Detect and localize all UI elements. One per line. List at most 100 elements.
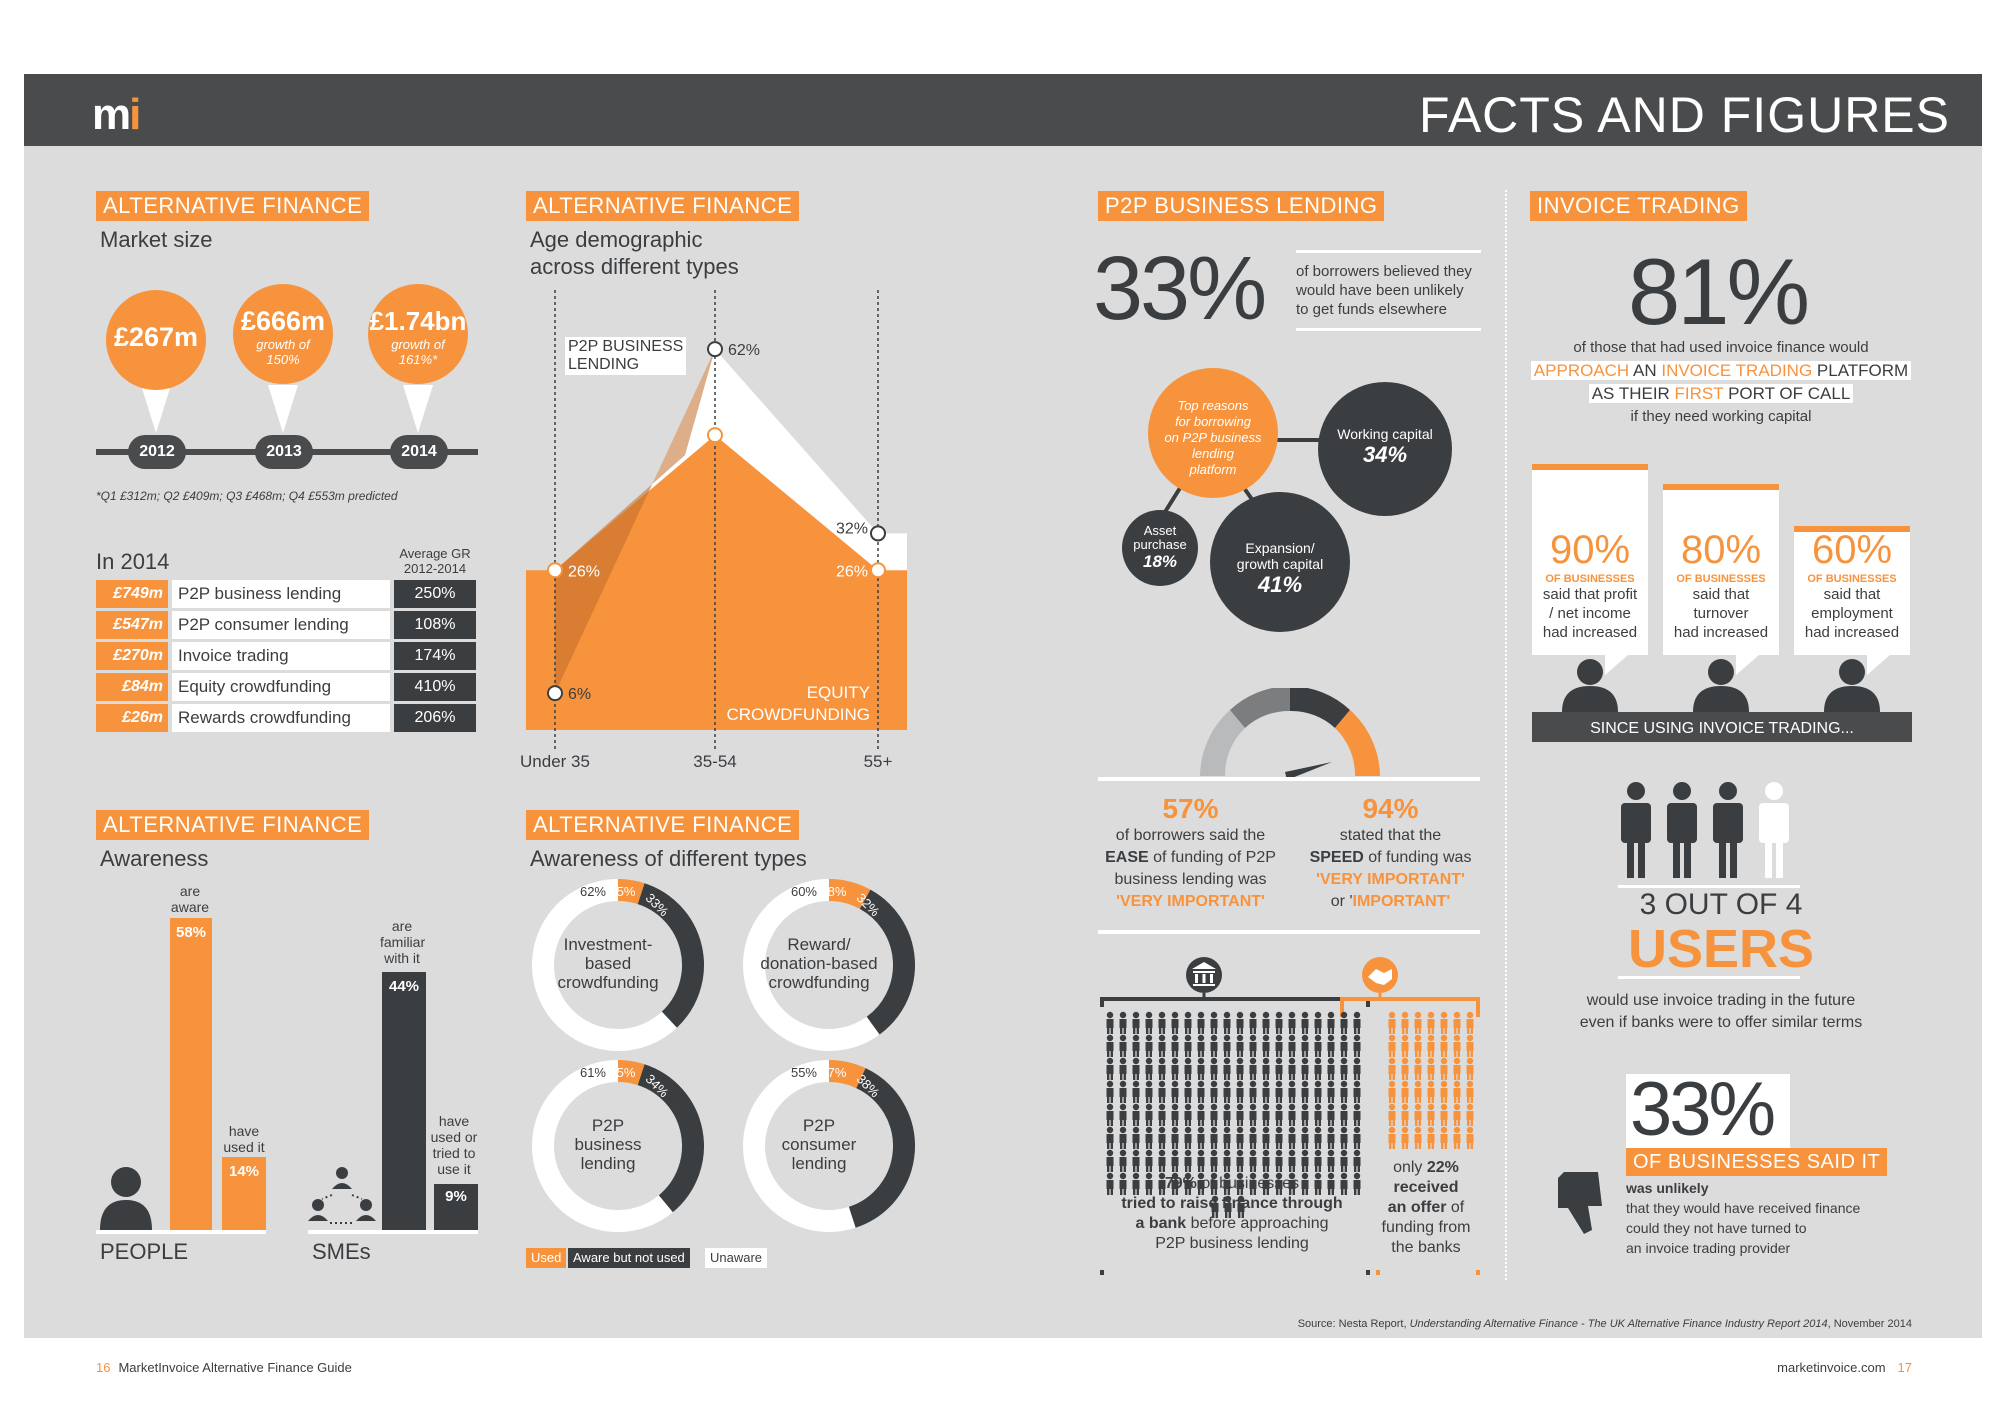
stat-79: 79% of businesses tried to raise finance… [1121, 1175, 1343, 1252]
overlap-area [555, 349, 715, 694]
donut-label: Reward/donation-based crowdfunding [760, 935, 878, 992]
donut-unaware-slice [532, 1060, 673, 1232]
user-icon [1719, 782, 1737, 800]
donut-label: P2P business lending [574, 1116, 642, 1173]
stat-94: 94% stated that the SPEED of funding was… [1309, 793, 1472, 910]
bar-label-familiar: are familiar with it [380, 918, 426, 966]
year-2013: 2013 [255, 435, 313, 469]
donut-aware-slice [848, 1068, 915, 1228]
reasons-bubble: Top reasons for borrowing on P2P business l… [1148, 368, 1278, 498]
bar-people-used [222, 1157, 266, 1230]
p2p-big-stat: 33% [1093, 239, 1267, 339]
age-area-chart: Under 35 35-54 55+ 6% 62% 32% 26% 48% 26% [520, 290, 907, 770]
market-bubble-2014: £1.74bn growth of 161%* [368, 284, 468, 384]
x-tick-label: Under 35 [520, 752, 590, 770]
table-row: £749m P2P business lending 250% [96, 580, 476, 608]
user-icon [1673, 782, 1691, 800]
donut-unaware-label: 60% [791, 884, 817, 899]
market-footnote: *Q1 £312m; Q2 £409m; Q3 £468m; Q4 £553m … [96, 489, 398, 503]
section-tag-market: ALTERNATIVE FINANCE [96, 191, 370, 221]
awareness-donut-charts: 62% 5% 33% 60% 8% 32%61% 5% 34% 55% 7% 38% [532, 879, 915, 1232]
donut-aware-slice [637, 1064, 704, 1213]
types-subtitle: Awareness of different types [530, 846, 807, 871]
stat-57: 57% of borrowers said the EASE of fundin… [1105, 793, 1276, 910]
invoice-big-stat: 81% [1628, 239, 1810, 344]
users-icon [1621, 782, 1789, 878]
invoice-speech-graphic [1532, 464, 1912, 742]
p2p-point [707, 341, 723, 358]
donut-label: P2P consumer lending [781, 1116, 857, 1173]
donut-used-label: 8% [828, 884, 847, 899]
donut-used-slice [828, 1060, 866, 1089]
since-banner: SINCE USING INVOICE TRADING... [1590, 720, 1854, 737]
section-tag-p2p: P2P BUSINESS LENDING [1098, 191, 1385, 221]
invoice-33-stat: 33% [1630, 1067, 1776, 1152]
market-subtitle: Market size [100, 227, 213, 252]
donut-used-label: 5% [617, 1065, 636, 1080]
donut-aware-slice [859, 889, 915, 1035]
table-row: £547m P2P consumer lending 108% [96, 611, 476, 639]
table-row: £84m Equity crowdfunding 410% [96, 673, 476, 701]
p2p-big-text: of borrowers believed they would have bee… [1296, 263, 1472, 318]
awareness-subtitle: Awareness [100, 846, 209, 871]
donut-used-slice [617, 879, 645, 905]
user-icon [1765, 782, 1783, 800]
user-icon [1627, 782, 1645, 800]
in2014-title: In 2014 [96, 549, 170, 574]
stat-22: only 22% received an offer of funding fr… [1381, 1159, 1471, 1256]
donut-unaware-slice [532, 879, 677, 1051]
working-capital-bubble: Working capital 34% [1318, 382, 1452, 516]
bar-smes-familiar [382, 972, 426, 1230]
page-title: FACTS AND FIGURES [1419, 87, 1950, 143]
age-subtitle-1: Age demographic [530, 227, 703, 252]
equity-point [707, 427, 723, 444]
bar-smes-tried [434, 1184, 478, 1230]
equity-point [547, 562, 563, 579]
x-tick-label: 35-54 [693, 752, 736, 770]
legend-used: Used [526, 1248, 567, 1268]
p2p-series-label: P2P BUSINESS LENDING [565, 337, 687, 375]
bar-value: 9% [445, 1188, 467, 1205]
equity-data-label: 26% [568, 563, 600, 580]
network-people-icon [308, 1167, 376, 1224]
section-tag-awareness: ALTERNATIVE FINANCE [96, 810, 370, 840]
donut-label: Investment-based crowdfunding [557, 935, 659, 992]
donut-unaware-slice [743, 879, 880, 1051]
p2p-data-label: 62% [728, 342, 760, 359]
market-bubble-2012: £267m [106, 290, 206, 390]
bar-label-used: have used it [223, 1123, 265, 1155]
p2p-data-label: 32% [836, 520, 868, 537]
equity-data-label: 48% [728, 428, 760, 445]
stat-80: 80% OF BUSINESSES said that turnover had inc… [1673, 528, 1769, 641]
equity-area [526, 435, 907, 730]
equity-point [870, 562, 886, 579]
expansion-bubble: Expansion/growth capital 41% [1210, 492, 1350, 632]
market-bubble-2013: £666m growth of 150% [233, 284, 333, 384]
people-grid-graphic [1100, 957, 1480, 1275]
section-tag-age: ALTERNATIVE FINANCE [526, 191, 800, 221]
section-tag-invoice: INVOICE TRADING [1530, 191, 1747, 221]
gr-column-header: Average GR 2012-2014 [399, 546, 471, 576]
legend-aware: Aware but not used [568, 1248, 690, 1268]
bar-value: 58% [175, 924, 207, 941]
bar-people-aware [170, 918, 212, 1230]
person-icon [100, 1167, 152, 1230]
asset-bubble: Asset purchase 18% [1122, 510, 1198, 586]
age-subtitle-2: across different types [530, 254, 739, 279]
bar-label-aware: are aware [170, 883, 210, 915]
donut-used-slice [617, 1060, 645, 1086]
said-it-text: was unlikely that they would have receive… [1626, 1180, 1861, 1256]
donut-unaware-label: 61% [580, 1065, 606, 1080]
thumbs-down-icon [1558, 1172, 1602, 1234]
equity-series-label: EQUITY CROWDFUNDING [726, 683, 870, 724]
donut-used-label: 5% [617, 884, 636, 899]
bar-label-tried: have used or tried to use it [430, 1113, 478, 1177]
group-label-smes: SMEs [312, 1239, 371, 1264]
table-row: £270m Invoice trading 174% [96, 642, 476, 670]
speedometer-icon [1200, 688, 1380, 780]
donut-unaware-slice [743, 1060, 856, 1232]
donut-unaware-label: 62% [580, 884, 606, 899]
equity-data-label: 26% [836, 563, 868, 580]
group-label-people: PEOPLE [100, 1239, 189, 1264]
invoice-text: of those that had used invoice finance w… [1530, 336, 1912, 428]
